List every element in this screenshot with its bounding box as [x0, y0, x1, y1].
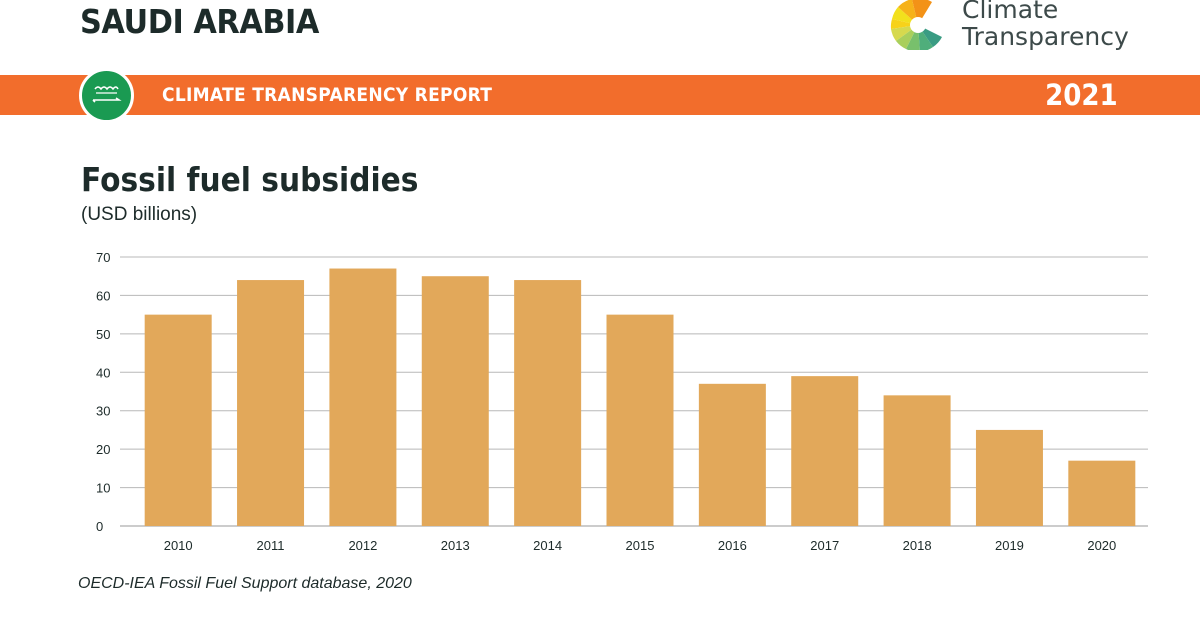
bar-2018: [883, 395, 951, 526]
flag-emblem-icon: [92, 86, 122, 103]
saudi-flag-icon: [79, 68, 134, 123]
x-tick-label: 2011: [257, 538, 285, 553]
bar-2013: [421, 276, 489, 526]
x-tick-label: 2018: [903, 538, 932, 553]
brand-line-1: Climate: [962, 0, 1059, 24]
x-tick-label: 2010: [164, 538, 193, 553]
y-tick-label: 40: [96, 365, 110, 380]
climate-transparency-logo-icon: [890, 0, 942, 50]
y-tick-label: 30: [96, 404, 110, 419]
y-tick-label: 10: [96, 481, 110, 496]
y-tick-label: 70: [96, 250, 110, 265]
y-tick-label: 50: [96, 327, 110, 342]
country-title: SAUDI ARABIA: [80, 2, 319, 41]
x-tick-label: 2016: [718, 538, 747, 553]
x-tick-label: 2015: [626, 538, 655, 553]
bar-2014: [514, 280, 582, 526]
brand-line-2: Transparency: [962, 22, 1129, 51]
source-note: OECD-IEA Fossil Fuel Support database, 2…: [78, 575, 412, 592]
bar-2010: [144, 314, 212, 526]
x-tick-label: 2014: [533, 538, 562, 553]
chart-subtitle: (USD billions): [81, 204, 198, 225]
y-tick-label: 20: [96, 442, 110, 457]
x-tick-label: 2017: [810, 538, 839, 553]
x-tick-label: 2020: [1087, 538, 1116, 553]
chart-title: Fossil fuel subsidies: [81, 160, 419, 199]
banner-year: 2021: [1045, 78, 1118, 112]
brand-name: Climate Transparency: [962, 0, 1129, 50]
x-tick-label: 2013: [441, 538, 470, 553]
report-banner: CLIMATE TRANSPARENCY REPORT 2021: [0, 75, 1200, 115]
bar-2020: [1068, 460, 1136, 526]
banner-title: CLIMATE TRANSPARENCY REPORT: [162, 84, 493, 106]
bar-2012: [329, 268, 397, 526]
bar-2017: [791, 376, 859, 526]
bar-2015: [606, 314, 674, 526]
bar-2016: [698, 383, 766, 526]
y-tick-label: 60: [96, 288, 110, 303]
y-tick-label: 0: [96, 519, 103, 534]
x-tick-label: 2019: [995, 538, 1024, 553]
x-tick-label: 2012: [348, 538, 377, 553]
bar-2019: [975, 429, 1043, 526]
bar-2011: [237, 280, 305, 526]
